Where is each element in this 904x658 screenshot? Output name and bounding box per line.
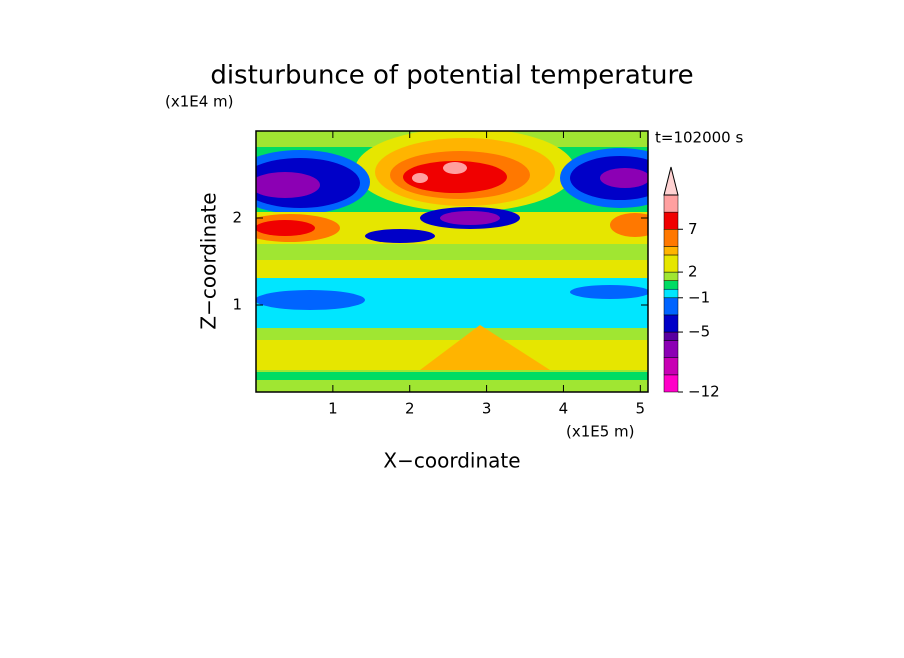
colorbar-segment	[663, 254, 679, 273]
colorbar-segment	[663, 280, 679, 290]
field-blob	[412, 173, 428, 183]
colorbar-label: −12	[688, 383, 720, 401]
colorbar-segment	[663, 271, 679, 281]
colorbar-over	[663, 166, 679, 196]
colorbar-label: 7	[688, 220, 698, 238]
field-band	[256, 260, 648, 278]
y-unit: (x1E4 m)	[165, 93, 234, 111]
field-band	[256, 372, 648, 380]
y-tick-label: 1	[232, 296, 242, 314]
colorbar-label: −1	[688, 288, 710, 306]
field-blob	[256, 290, 365, 310]
contour-field	[256, 131, 648, 392]
field-blob	[420, 325, 550, 370]
colorbar-segment	[663, 357, 679, 376]
field-blob	[256, 220, 315, 236]
colorbar-segment	[663, 211, 679, 230]
colorbar-segment	[663, 374, 679, 393]
colorbar-segment	[663, 194, 679, 213]
time-label: t=102000 s	[655, 129, 743, 147]
field-blob	[570, 285, 648, 299]
y-axis-label: Z−coordinate	[197, 192, 221, 329]
colorbar-segment	[663, 340, 679, 358]
x-tick-label: 3	[482, 400, 492, 418]
x-unit: (x1E5 m)	[566, 423, 635, 441]
field-blob	[256, 172, 320, 198]
x-tick-label: 4	[559, 400, 569, 418]
x-tick-label: 1	[328, 400, 338, 418]
colorbar-segment	[663, 229, 679, 247]
field-blob	[403, 161, 507, 193]
field-blob	[440, 211, 500, 225]
x-axis-label: X−coordinate	[383, 449, 520, 473]
field-blob	[365, 229, 435, 243]
colorbar-segment	[663, 297, 679, 316]
colorbar-segment	[663, 246, 679, 256]
field-blob	[600, 168, 648, 188]
x-tick-label: 5	[636, 400, 646, 418]
field-blob	[443, 162, 467, 174]
colorbar-label: 2	[688, 263, 698, 281]
field-blob	[610, 213, 648, 237]
colorbar-label: −5	[688, 323, 710, 341]
y-tick-label: 2	[232, 209, 242, 227]
plot-frame	[255, 130, 649, 393]
colorbar-segment	[663, 331, 679, 341]
chart-title: disturbunce of potential temperature	[210, 61, 693, 91]
x-tick-label: 2	[405, 400, 415, 418]
colorbar-segment	[663, 314, 679, 333]
field-band	[256, 244, 648, 260]
colorbar-segment	[663, 288, 679, 299]
